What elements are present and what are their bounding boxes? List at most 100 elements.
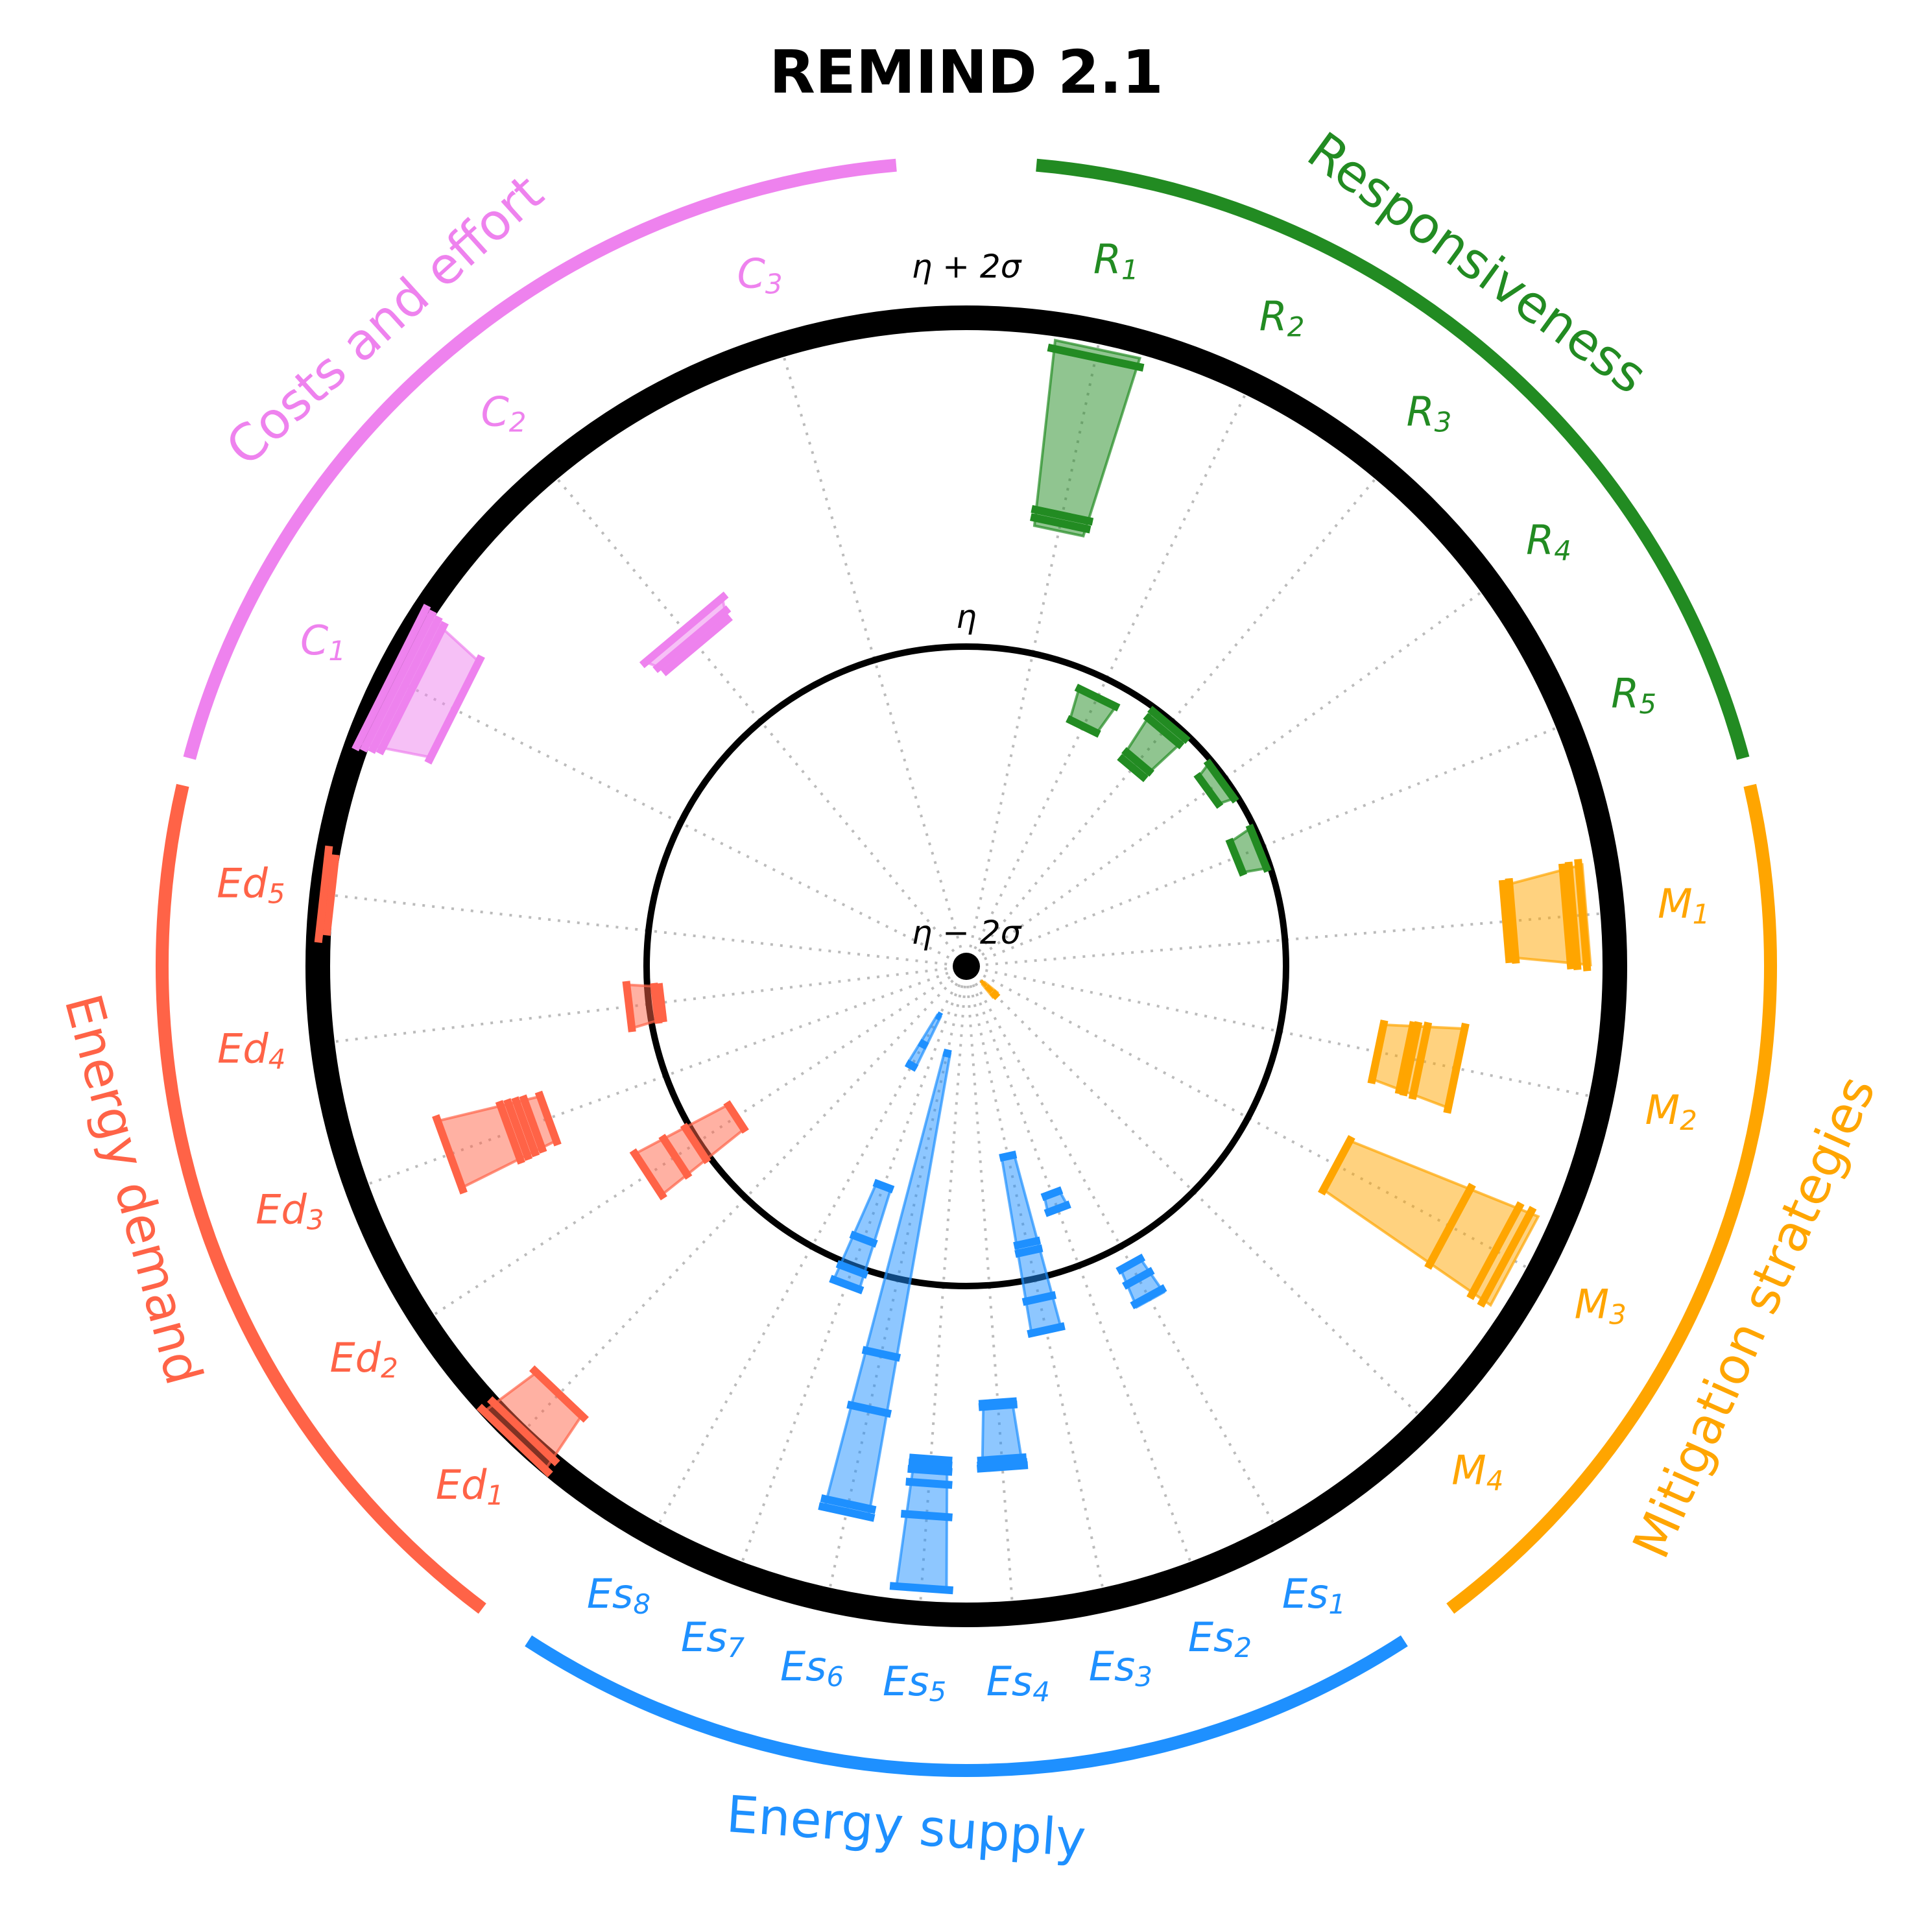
indicator-label: Es1	[1282, 1570, 1346, 1619]
value-mark	[314, 845, 333, 943]
bars	[314, 339, 1592, 1595]
indicator-label: M4	[1451, 1447, 1503, 1496]
indicator-label-sub: 2	[509, 406, 527, 438]
value-mark	[846, 1400, 892, 1418]
ring-label-min: η − 2σ	[912, 914, 1022, 951]
value-mark	[1203, 758, 1239, 804]
value-mark	[1225, 837, 1248, 877]
value-mark	[977, 1453, 1027, 1465]
value-mark	[322, 854, 340, 936]
spoke	[965, 966, 1281, 1535]
spoke	[518, 965, 968, 1437]
value-mark	[977, 1461, 1029, 1473]
indicator-label: Ed5	[217, 859, 285, 909]
indicator-label: R5	[1611, 670, 1656, 719]
indicator-label-sub: 8	[633, 1588, 650, 1619]
indicator-label: Ed2	[330, 1334, 398, 1383]
indicator-label-sub: 2	[1287, 311, 1305, 342]
indicator-label-base: Ed	[330, 1334, 381, 1381]
indicator-label-base: C	[300, 617, 329, 664]
value-mark	[432, 1114, 468, 1195]
spoke	[736, 966, 968, 1574]
indicator-label: Ed4	[217, 1025, 285, 1075]
indicator-label-sub: 3	[1135, 1661, 1152, 1693]
indicator-label: R2	[1259, 292, 1305, 342]
indicator-label-base: Ed	[217, 859, 268, 907]
indicator-label-base: Es	[986, 1658, 1032, 1705]
spoke	[965, 584, 1492, 968]
indicator-label-sub: 2	[381, 1352, 398, 1383]
indicator-label-sub: 1	[1121, 254, 1139, 285]
indicator-label-sub: 3	[1609, 1298, 1627, 1330]
value-mark	[652, 605, 732, 673]
value-mark	[503, 1098, 533, 1162]
indicator-label-base: Es	[883, 1658, 929, 1705]
value-mark	[376, 621, 449, 756]
spoke	[966, 965, 1538, 1275]
value-mark	[529, 1365, 589, 1423]
indicator-label-base: Ed	[436, 1461, 487, 1509]
value-mark	[1074, 684, 1121, 711]
value-mark	[1044, 1200, 1071, 1217]
indicator-label: C3	[737, 250, 783, 300]
indicator-labels: R1R2R3R4R5M1M2M3M4Es1Es2Es3Es4Es5Es6Es7E…	[217, 235, 1710, 1707]
indicator-label: M3	[1575, 1280, 1627, 1330]
value-mark	[1399, 1021, 1423, 1097]
value-mark	[989, 989, 1001, 1001]
spoke	[965, 383, 1252, 967]
indicator-label-sub: 3	[307, 1204, 324, 1235]
indicator-label-base: R	[1611, 670, 1639, 717]
value-mark	[1193, 772, 1224, 809]
value-mark	[534, 1090, 562, 1147]
indicator-label-base: R	[1526, 517, 1554, 564]
value-mark	[476, 1403, 553, 1477]
value-mark	[622, 981, 636, 1032]
range-bar	[894, 1457, 949, 1592]
value-mark	[650, 983, 663, 1024]
indicator-label: Es7	[681, 1614, 745, 1663]
value-mark	[654, 983, 667, 1023]
group-arc	[1036, 158, 1750, 760]
group-arc	[525, 1635, 1408, 1777]
spoke	[966, 722, 1568, 968]
indicator-label-sub: 1	[1693, 898, 1710, 930]
value-mark	[1424, 1182, 1476, 1270]
value-mark	[1047, 343, 1145, 372]
indicator-label-sub: 2	[1234, 1631, 1252, 1663]
indicator-label-sub: 4	[1032, 1676, 1050, 1708]
value-mark	[1117, 754, 1149, 782]
indicator-label-base: C	[481, 388, 509, 436]
indicator-label-base: Ed	[256, 1186, 307, 1234]
value-mark	[905, 1477, 953, 1489]
indicator-label: Es6	[780, 1643, 844, 1692]
value-mark	[495, 1100, 525, 1165]
value-mark	[907, 1464, 953, 1476]
value-mark	[935, 1011, 944, 1021]
indicator-label-sub: 1	[328, 634, 346, 666]
indicator-label: R1	[1093, 235, 1139, 285]
spoke	[779, 344, 968, 967]
mid-ring	[643, 643, 1289, 1289]
indicator-label-base: M	[1645, 1086, 1680, 1134]
value-mark	[861, 1346, 901, 1362]
indicator-label: Es5	[883, 1658, 946, 1707]
indicator-label-sub: 1	[486, 1479, 504, 1510]
indicator-label-sub: 3	[765, 268, 783, 300]
value-mark	[1147, 706, 1191, 745]
value-mark	[829, 1274, 865, 1294]
value-mark	[352, 604, 431, 752]
value-mark	[1030, 513, 1091, 534]
value-mark	[1013, 1236, 1042, 1250]
value-mark	[900, 1510, 953, 1521]
indicator-label: C2	[481, 388, 526, 438]
ring-label-mid: η	[956, 598, 977, 636]
value-mark	[849, 1230, 878, 1248]
indicator-label-base: Es	[1089, 1643, 1135, 1690]
indicator-label: M2	[1645, 1086, 1697, 1136]
value-mark	[820, 1494, 877, 1514]
spoke	[965, 468, 1385, 968]
indicator-label-base: R	[1259, 292, 1287, 340]
value-mark	[909, 1453, 953, 1465]
value-mark	[1031, 505, 1094, 526]
indicator-label-sub: 5	[929, 1676, 947, 1708]
